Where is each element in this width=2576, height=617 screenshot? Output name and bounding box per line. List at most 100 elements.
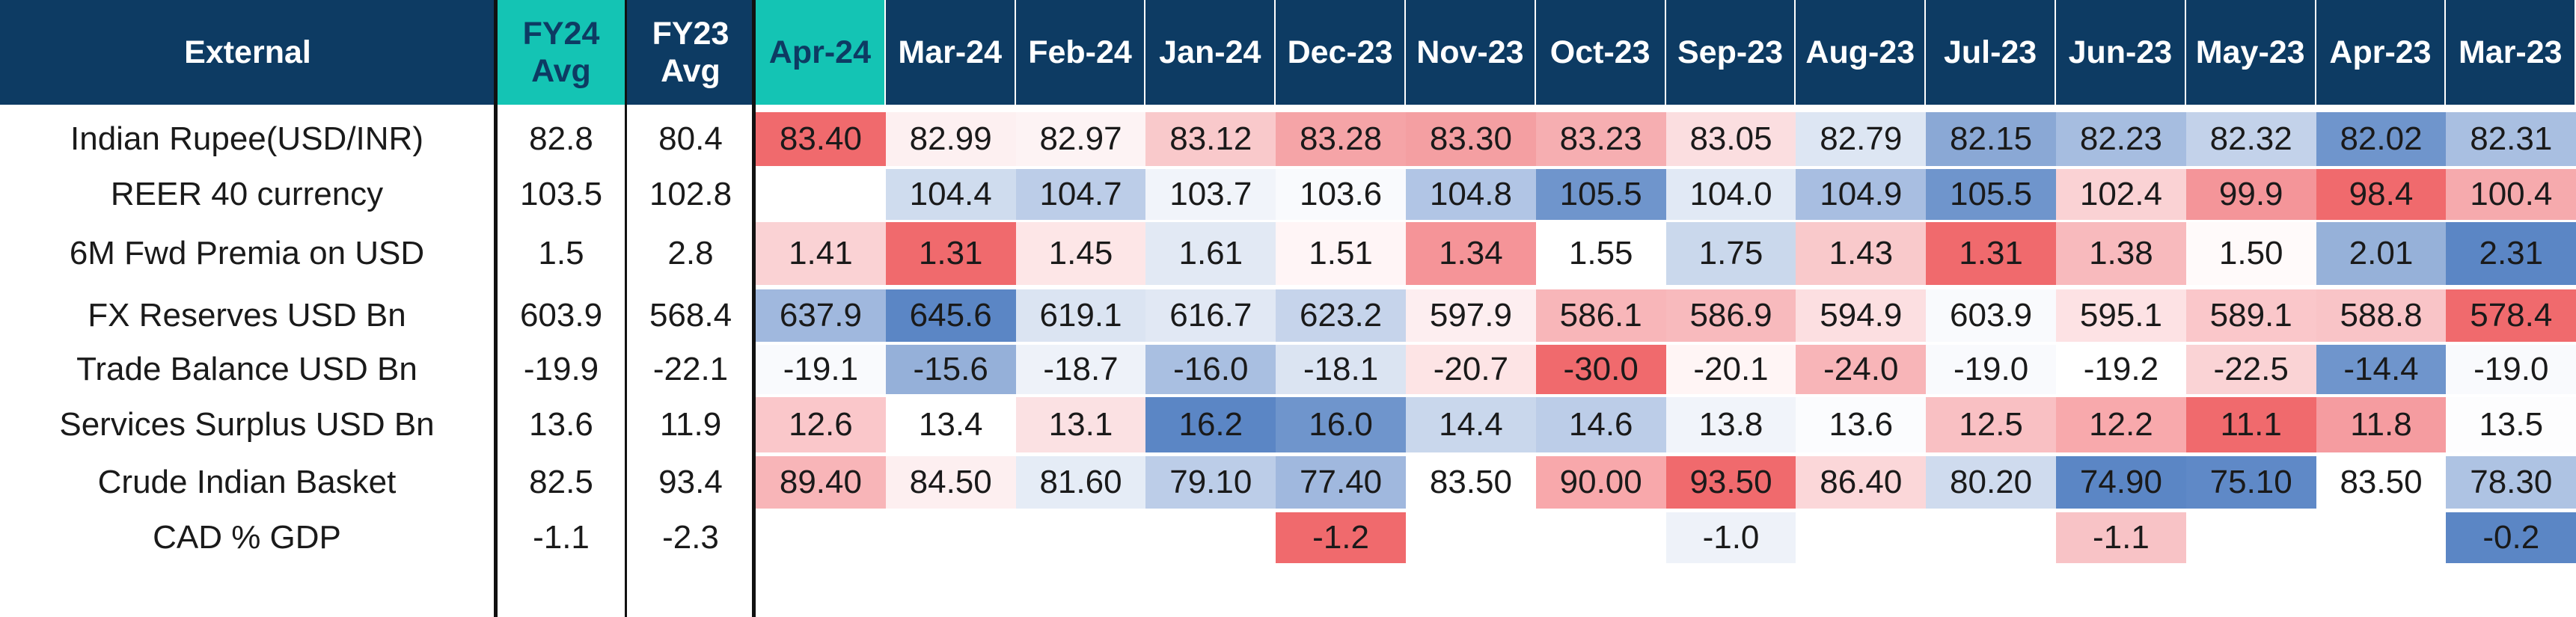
heatmap-cell: 12.6 [756, 397, 886, 452]
heatmap-cell: 83.50 [1406, 456, 1536, 509]
heatmap-cell: 99.9 [2185, 169, 2316, 220]
header-title: External [184, 34, 311, 70]
fy24-avg-value: 103.5 [519, 176, 603, 212]
heatmap-cell: 82.32 [2185, 112, 2316, 166]
heatmap-cell: 11.1 [2185, 397, 2316, 452]
heatmap-cell: 595.1 [2056, 289, 2186, 342]
heatmap-cell [885, 512, 1016, 563]
heatmap-cell: 82.02 [2316, 112, 2447, 166]
heatmap-cell: 14.6 [1535, 397, 1666, 452]
heatmap-cell: 13.5 [2446, 397, 2576, 452]
header-month-sep-23: Sep-23 [1665, 0, 1795, 105]
heatmap-cell: 586.9 [1665, 289, 1796, 342]
heatmap-cell: -0.2 [2446, 512, 2576, 563]
heatmap-cell: -19.1 [756, 345, 886, 394]
heatmap-cell: 13.4 [885, 397, 1016, 452]
heatmap-cell: 89.40 [756, 456, 886, 509]
divider-after-fy24 [625, 0, 627, 617]
heatmap-cell: 603.9 [1926, 289, 2056, 342]
fy23-avg-value: 2.8 [667, 235, 714, 271]
heatmap-cell: 82.79 [1796, 112, 1927, 166]
heatmap-cell: 13.6 [1796, 397, 1927, 452]
heatmap-cell: 103.7 [1145, 169, 1276, 220]
heatmap-cell: 83.50 [2316, 456, 2447, 509]
heatmap-cell: 588.8 [2316, 289, 2447, 342]
header-fy23-line2: Avg [661, 53, 721, 89]
heatmap-cell: 597.9 [1406, 289, 1536, 342]
divider-after-fy23 [752, 0, 756, 617]
heatmap-cell [1535, 512, 1666, 563]
divider-after-label [494, 0, 498, 617]
heatmap-cell: 104.4 [885, 169, 1016, 220]
heatmap-cell: 1.38 [2056, 222, 2186, 285]
heatmap-cell: 1.55 [1535, 222, 1666, 285]
heatmap-cell: 616.7 [1145, 289, 1276, 342]
heatmap-cell: 104.0 [1665, 169, 1796, 220]
header-month-feb-24: Feb-24 [1015, 0, 1145, 105]
fy24-avg-value: 1.5 [538, 235, 584, 271]
row-label: CAD % GDP [153, 519, 341, 556]
heatmap-cell: -1.1 [2056, 512, 2186, 563]
row-label: REER 40 currency [110, 176, 384, 212]
heatmap-cell: -20.1 [1665, 345, 1796, 394]
header-fy24-avg: FY24 Avg [497, 0, 625, 105]
heatmap-cell: 14.4 [1406, 397, 1536, 452]
heatmap-cell [1406, 512, 1536, 563]
header-fy24-line1: FY24 [522, 16, 600, 52]
heatmap-cell: 12.5 [1926, 397, 2056, 452]
heatmap-cell: 82.15 [1926, 112, 2056, 166]
header-month-jun-23: Jun-23 [2056, 0, 2185, 105]
heatmap-cell: 1.50 [2185, 222, 2316, 285]
fy23-avg-value: 80.4 [658, 120, 723, 157]
fy24-avg-value: 13.6 [529, 406, 593, 443]
heatmap-cell: 1.43 [1796, 222, 1927, 285]
heatmap-cell: 83.12 [1145, 112, 1276, 166]
heatmap-cell: 83.28 [1276, 112, 1406, 166]
heatmap-cell: 80.20 [1926, 456, 2056, 509]
heatmap-cell [1926, 512, 2056, 563]
header-month-nov-23: Nov-23 [1406, 0, 1535, 105]
heatmap-cell: 619.1 [1015, 289, 1146, 342]
heatmap-cell [756, 169, 886, 220]
header-fy24-line2: Avg [531, 53, 591, 89]
heatmap-cell: -22.5 [2185, 345, 2316, 394]
heatmap-cell: 12.2 [2056, 397, 2186, 452]
header-month-mar-23: Mar-23 [2446, 0, 2575, 105]
header-month-apr-23: Apr-23 [2316, 0, 2445, 105]
fy23-avg-value: -2.3 [662, 519, 719, 556]
heatmap-cell: 1.34 [1406, 222, 1536, 285]
heatmap-cell: 83.05 [1665, 112, 1796, 166]
heatmap-cell: 104.9 [1796, 169, 1927, 220]
heatmap-cell: 13.1 [1015, 397, 1146, 452]
heatmap-cell [1015, 512, 1146, 563]
heatmap-cell: 594.9 [1796, 289, 1927, 342]
heatmap-cell: -1.2 [1276, 512, 1406, 563]
row-label: 6M Fwd Premia on USD [69, 235, 425, 271]
row-label: FX Reserves USD Bn [88, 297, 406, 334]
heatmap-cell: -18.1 [1276, 345, 1406, 394]
heatmap-cell: 1.45 [1015, 222, 1146, 285]
header-month-oct-23: Oct-23 [1535, 0, 1665, 105]
heatmap-cell [2316, 512, 2447, 563]
heatmap-cell: 82.31 [2446, 112, 2576, 166]
header-fy23-avg: FY23 Avg [627, 0, 754, 105]
heatmap-cell: -1.0 [1665, 512, 1796, 563]
heatmap-cell: 82.97 [1015, 112, 1146, 166]
heatmap-cell: 98.4 [2316, 169, 2447, 220]
header-month-jul-23: Jul-23 [1926, 0, 2055, 105]
header-fy23-line1: FY23 [652, 16, 729, 52]
heatmap-cell: 589.1 [2185, 289, 2316, 342]
heatmap-cell: 578.4 [2446, 289, 2576, 342]
heatmap-cell: 586.1 [1535, 289, 1666, 342]
heatmap-cell: 78.30 [2446, 456, 2576, 509]
fy23-avg-value: 93.4 [658, 464, 723, 500]
heatmap-cell: 1.51 [1276, 222, 1406, 285]
heatmap-cell: 104.8 [1406, 169, 1536, 220]
header-month-dec-23: Dec-23 [1276, 0, 1404, 105]
fy24-avg-value: 82.5 [529, 464, 593, 500]
heatmap-cell: -19.0 [1926, 345, 2056, 394]
heatmap-cell: 105.5 [1926, 169, 2056, 220]
heatmap-cell: 13.8 [1665, 397, 1796, 452]
heatmap-cell: 90.00 [1535, 456, 1666, 509]
header-month-jan-24: Jan-24 [1145, 0, 1275, 105]
